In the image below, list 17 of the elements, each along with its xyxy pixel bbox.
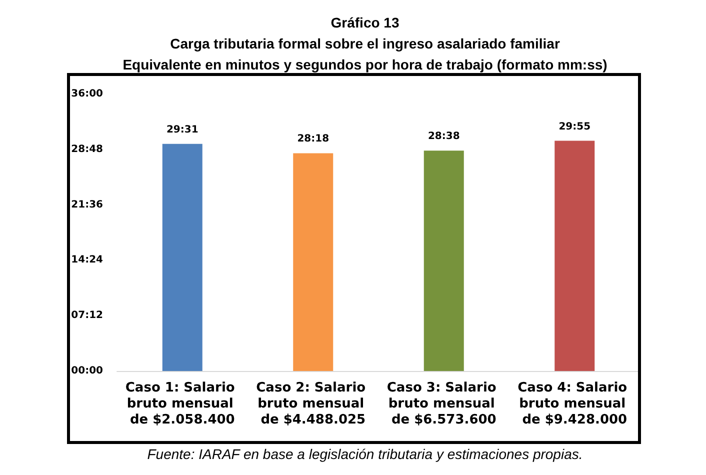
x-tick-label: Caso 4: Salario bruto mensual de $9.428.000 [518, 380, 632, 428]
data-label: 29:55 [558, 121, 591, 132]
x-tick-label: Caso 2: Salario bruto mensual de $4.488.025 [256, 380, 370, 428]
y-tick-label: 28:48 [71, 144, 104, 155]
data-label: 29:31 [166, 124, 198, 136]
x-tick-label: Caso 1: Salario bruto mensual de $2.058.400 [125, 380, 240, 428]
y-tick-label: 21:36 [71, 199, 104, 210]
chart-subtitle: Carga tributaria formal sobre el ingreso asalariado familiar Equivalente en minutos y segundos por hora de trabajo (formato mm:ss) [122, 36, 608, 72]
x-tick-label: Caso 3: Salario bruto mensual de $6.573.600 [386, 380, 501, 428]
source-note: Fuente: IARAF en base a legislación tributaria y estimaciones propias. [147, 446, 583, 462]
chart-title: Gráfico 13 [330, 14, 400, 30]
y-tick-label: 14:24 [71, 254, 104, 266]
y-tick-label: 07:12 [71, 310, 104, 322]
data-label: 28:18 [297, 134, 330, 145]
y-tick-label: 36:00 [71, 88, 104, 100]
y-tick-label: 00:00 [71, 366, 104, 376]
data-label: 28:38 [428, 131, 460, 142]
